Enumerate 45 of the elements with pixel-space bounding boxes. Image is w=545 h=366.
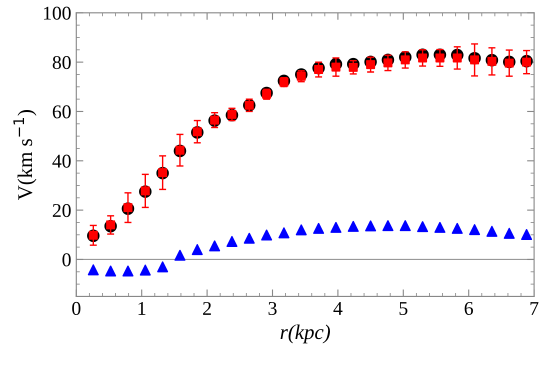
y-tick-label: 60: [52, 105, 71, 118]
y-axis-title: V(km s$^{−1}$): [13, 110, 36, 200]
point: [400, 55, 410, 64]
point: [452, 222, 463, 234]
point: [192, 244, 203, 256]
point: [348, 220, 359, 232]
point: [417, 221, 428, 232]
point: [452, 53, 462, 62]
point: [105, 266, 116, 277]
y-tick-label: 20: [52, 204, 71, 218]
point: [504, 228, 515, 239]
point: [434, 222, 446, 233]
point: [174, 250, 186, 261]
x-tick-label: 7: [530, 302, 538, 315]
y-tick-label: 0: [62, 253, 71, 266]
x-axis-title: r(kpc): [280, 324, 330, 344]
point: [486, 226, 498, 237]
point: [278, 227, 290, 238]
point: [382, 220, 394, 232]
point: [330, 222, 342, 233]
point: [261, 230, 272, 241]
x-tick-label: 6: [464, 302, 473, 316]
x-tick-label: 5: [400, 302, 408, 316]
x-tick-label: 3: [268, 302, 277, 316]
y-tick-label: 40: [52, 154, 71, 168]
point: [400, 220, 411, 232]
x-tick-label: 4: [333, 302, 342, 315]
point: [122, 266, 134, 277]
x-tick-label: 2: [203, 302, 211, 315]
point: [140, 264, 151, 276]
point: [365, 220, 376, 232]
point: [244, 232, 255, 244]
point: [88, 264, 99, 276]
y-tick-label: 100: [44, 6, 71, 20]
x-tick-label: 0: [72, 302, 80, 316]
point: [296, 224, 307, 236]
point: [157, 261, 168, 272]
point: [226, 236, 238, 247]
point: [469, 224, 480, 236]
point: [348, 62, 358, 72]
y-tick-label: 80: [52, 56, 71, 70]
point: [209, 240, 220, 252]
point: [313, 222, 324, 234]
point: [521, 229, 532, 240]
x-tick-label: 1: [138, 302, 146, 315]
